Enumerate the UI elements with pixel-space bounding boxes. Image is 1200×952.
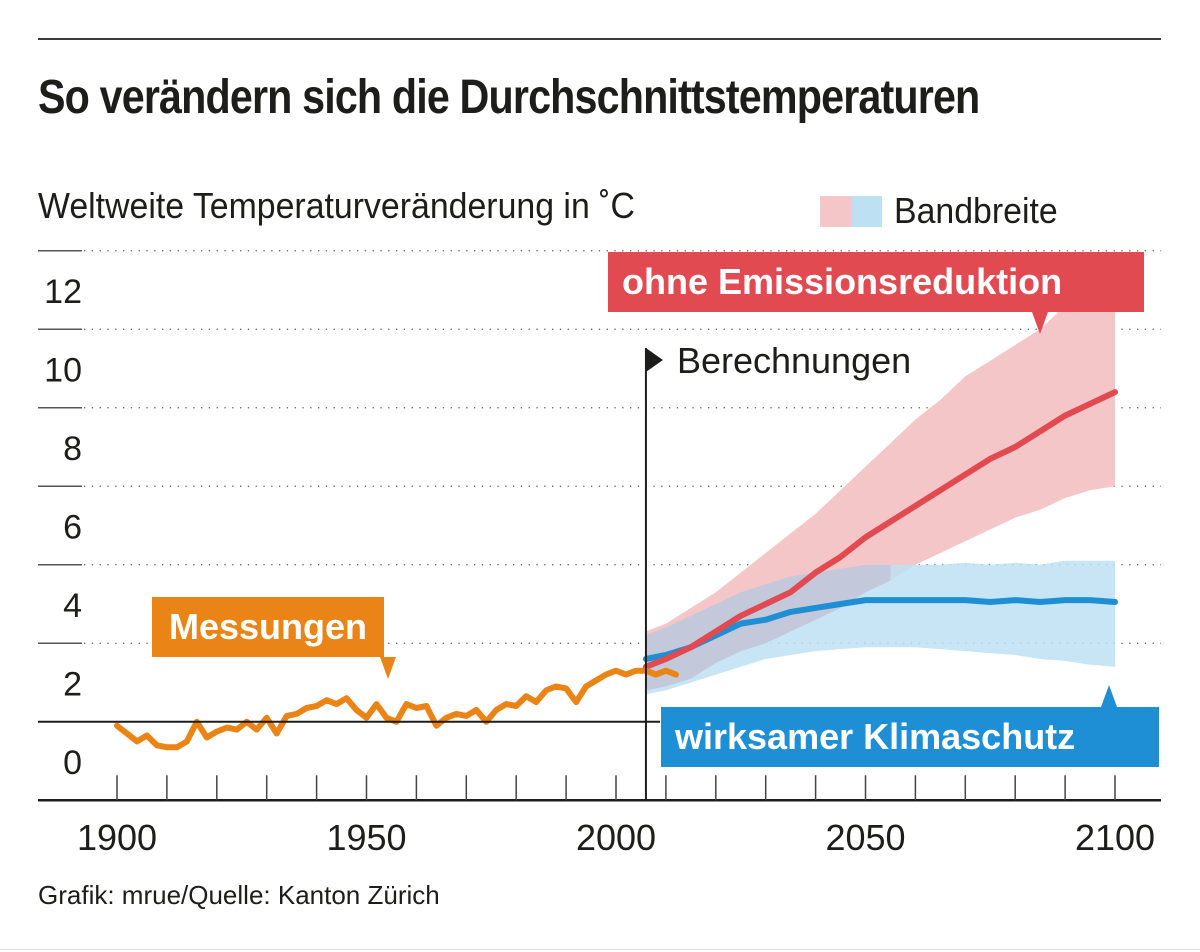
y-tick-labels: 0 2 4 6 8 10 12 [44, 273, 82, 782]
y-tick-label: 4 [63, 587, 82, 625]
x-tick-label: 1900 [77, 817, 157, 858]
callout-pointer [1101, 685, 1117, 707]
y-tick-label: 2 [63, 666, 82, 704]
source-credit: Grafik: mrue/Quelle: Kanton Zürich [38, 880, 440, 910]
projection-marker: Berechnungen [644, 340, 911, 801]
y-tick-label: 8 [63, 430, 82, 468]
chart-subtitle: Weltweite Temperaturveränderung in ˚C [38, 185, 635, 226]
x-tick-label: 1950 [326, 817, 406, 858]
callout-low-scenario: wirksamer Klimaschutz [661, 685, 1159, 767]
band-overlap [645, 564, 891, 691]
callout-pointer [380, 657, 396, 679]
callout-measurements-label: Messungen [168, 606, 368, 647]
play-flag-icon [645, 348, 663, 372]
y-tick-label: 12 [44, 273, 82, 311]
callout-high-scenario: ohne Emissionsreduktion [608, 252, 1144, 334]
chart-title: So verändern sich die Durchschnittstempe… [38, 71, 980, 124]
legend-swatch-high-band [820, 195, 851, 227]
callout-measurements: Messungen [152, 597, 396, 679]
legend-label: Bandbreite [894, 190, 1058, 231]
axes [38, 720, 1161, 802]
x-tick-labels: 1900 1950 2000 2050 2100 [77, 817, 1155, 858]
callout-pointer [1032, 312, 1048, 334]
legend: Bandbreite [820, 190, 1068, 232]
bottom-rule [0, 949, 1200, 950]
y-tick-label: 0 [63, 744, 82, 782]
legend-swatch-low-band [851, 195, 882, 227]
series-line-high-scenario-mean [642, 389, 1118, 670]
callout-low-scenario-label: wirksamer Klimaschutz [675, 716, 1076, 757]
x-tick-label: 2000 [576, 817, 656, 858]
y-tick-label: 6 [63, 509, 82, 547]
x-tick-label: 2050 [825, 817, 905, 858]
y-tick-label: 10 [44, 352, 82, 390]
x-tick-label: 2100 [1075, 817, 1155, 858]
series-line-low-scenario-mean [642, 597, 1118, 662]
projection-label: Berechnungen [677, 340, 911, 381]
range-bands [645, 278, 1115, 695]
series-line-measurements [114, 667, 679, 751]
top-rule [38, 38, 1161, 40]
callout-high-scenario-label: ohne Emissionsreduktion [622, 261, 1063, 302]
